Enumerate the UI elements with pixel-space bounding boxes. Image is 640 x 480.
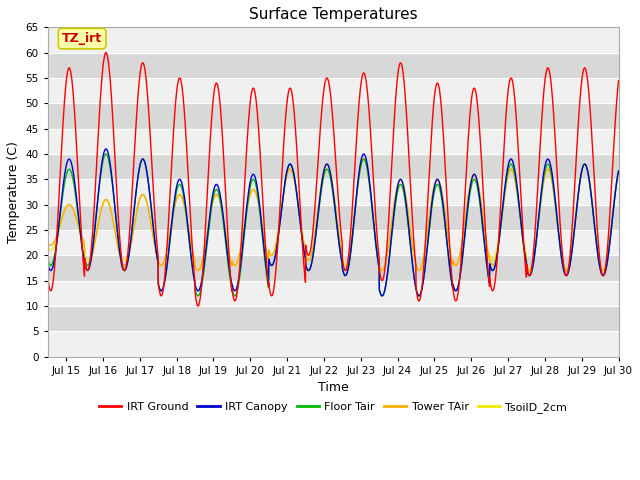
IRT Ground bbox=[194, 303, 202, 309]
Bar bbox=[48, 103, 618, 129]
Tower TAir bbox=[378, 268, 386, 274]
Tower TAir bbox=[263, 250, 271, 255]
IRT Canopy bbox=[109, 185, 117, 191]
IRT Ground bbox=[614, 78, 622, 84]
IRT Ground bbox=[542, 69, 550, 75]
Bar bbox=[48, 331, 618, 357]
Text: TZ_irt: TZ_irt bbox=[62, 32, 102, 45]
TsoilD_2cm bbox=[604, 252, 612, 258]
Bar bbox=[48, 306, 618, 331]
X-axis label: Time: Time bbox=[318, 381, 349, 394]
Tower TAir bbox=[287, 168, 295, 173]
IRT Ground bbox=[109, 120, 117, 126]
IRT Ground bbox=[143, 85, 151, 91]
Y-axis label: Temperature (C): Temperature (C) bbox=[7, 141, 20, 243]
IRT Ground bbox=[604, 242, 612, 248]
IRT Ground bbox=[263, 266, 271, 272]
IRT Canopy bbox=[102, 146, 110, 152]
IRT Canopy bbox=[614, 168, 622, 174]
TsoilD_2cm bbox=[263, 250, 271, 255]
Tower TAir bbox=[614, 168, 622, 174]
Floor Tair bbox=[109, 187, 117, 193]
Floor Tair bbox=[102, 151, 110, 157]
Line: IRT Ground: IRT Ground bbox=[48, 53, 618, 306]
Tower TAir bbox=[109, 217, 116, 223]
Floor Tair bbox=[604, 256, 612, 262]
Bar bbox=[48, 230, 618, 255]
TsoilD_2cm bbox=[378, 268, 386, 274]
Floor Tair bbox=[231, 293, 239, 299]
Title: Surface Temperatures: Surface Temperatures bbox=[249, 7, 417, 22]
IRT Ground bbox=[44, 274, 52, 280]
Bar bbox=[48, 27, 618, 53]
TsoilD_2cm bbox=[287, 168, 295, 173]
IRT Canopy bbox=[542, 158, 550, 164]
Line: IRT Canopy: IRT Canopy bbox=[48, 149, 618, 296]
IRT Canopy bbox=[263, 269, 271, 275]
Tower TAir bbox=[542, 168, 550, 174]
IRT Ground bbox=[288, 89, 296, 95]
Legend: IRT Ground, IRT Canopy, Floor Tair, Tower TAir, TsoilD_2cm: IRT Ground, IRT Canopy, Floor Tair, Towe… bbox=[95, 397, 572, 417]
Floor Tair bbox=[143, 169, 151, 175]
IRT Canopy bbox=[143, 169, 151, 175]
Floor Tair bbox=[542, 163, 550, 169]
IRT Canopy bbox=[288, 163, 296, 168]
Bar bbox=[48, 180, 618, 204]
Line: TsoilD_2cm: TsoilD_2cm bbox=[48, 159, 618, 271]
TsoilD_2cm bbox=[143, 199, 150, 204]
TsoilD_2cm bbox=[360, 156, 367, 162]
TsoilD_2cm bbox=[44, 245, 52, 251]
Bar bbox=[48, 78, 618, 103]
TsoilD_2cm bbox=[614, 168, 622, 174]
Tower TAir bbox=[44, 240, 52, 246]
Bar bbox=[48, 204, 618, 230]
Floor Tair bbox=[44, 257, 52, 263]
Floor Tair bbox=[263, 276, 271, 281]
IRT Canopy bbox=[378, 293, 386, 299]
Floor Tair bbox=[614, 168, 622, 174]
TsoilD_2cm bbox=[542, 168, 550, 174]
TsoilD_2cm bbox=[109, 216, 116, 221]
IRT Canopy bbox=[44, 261, 52, 266]
Floor Tair bbox=[288, 163, 296, 169]
Bar bbox=[48, 281, 618, 306]
Tower TAir bbox=[143, 199, 150, 205]
IRT Ground bbox=[102, 50, 110, 56]
IRT Canopy bbox=[604, 256, 612, 262]
Tower TAir bbox=[360, 156, 367, 162]
Line: Floor Tair: Floor Tair bbox=[48, 154, 618, 296]
Tower TAir bbox=[604, 252, 612, 258]
Bar bbox=[48, 129, 618, 154]
Bar bbox=[48, 154, 618, 180]
Bar bbox=[48, 53, 618, 78]
Line: Tower TAir: Tower TAir bbox=[48, 159, 618, 271]
Bar bbox=[48, 255, 618, 281]
